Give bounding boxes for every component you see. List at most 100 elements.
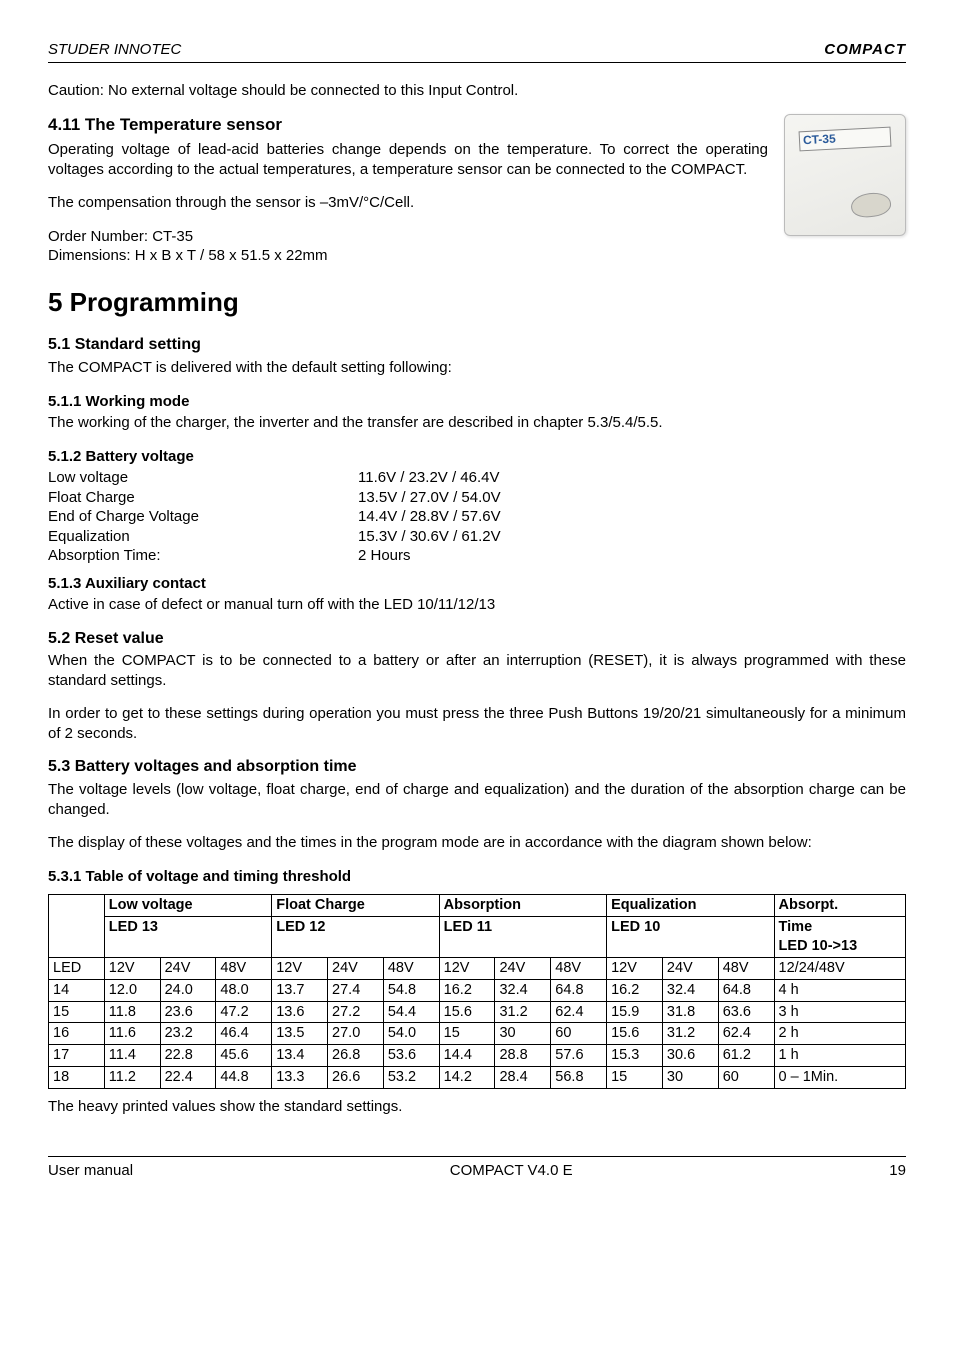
table-header: Low voltage — [104, 895, 271, 917]
table-cell: 24V — [662, 957, 718, 979]
table-note: The heavy printed values show the standa… — [48, 1097, 906, 1117]
table-cell: 24.0 — [160, 979, 216, 1001]
header-bar: STUDER INNOTEC COMPACT — [48, 40, 906, 63]
table-cell: 32.4 — [662, 979, 718, 1001]
caution-text: Caution: No external voltage should be c… — [48, 81, 906, 101]
table-cell: 32.4 — [495, 979, 551, 1001]
sensor-image: CT-35 — [784, 114, 906, 236]
table-cell: 27.0 — [328, 1023, 384, 1045]
table-cell: 11.4 — [104, 1045, 160, 1067]
table-cell: LED — [49, 957, 105, 979]
table-header: Absorption — [439, 895, 606, 917]
table-cell: 3 h — [774, 1001, 905, 1023]
table-cell: 54.8 — [383, 979, 439, 1001]
s411-p2: The compensation through the sensor is –… — [48, 193, 906, 213]
table-row: LED12V24V48V12V24V48V12V24V48V12V24V48V1… — [49, 957, 906, 979]
table-cell: 16.2 — [607, 979, 663, 1001]
heading-5-2: 5.2 Reset value — [48, 629, 906, 650]
table-cell: 11.8 — [104, 1001, 160, 1023]
table-cell: 64.8 — [718, 979, 774, 1001]
heading-5-1-3: 5.1.3 Auxiliary contact — [48, 574, 906, 594]
battery-voltage-key: Absorption Time: — [48, 546, 358, 566]
s53-p1: The voltage levels (low voltage, float c… — [48, 780, 906, 819]
table-row: 1611.623.246.413.527.054.015306015.631.2… — [49, 1023, 906, 1045]
table-cell: 28.4 — [495, 1067, 551, 1089]
table-cell: 26.8 — [328, 1045, 384, 1067]
table-cell: 64.8 — [551, 979, 607, 1001]
sensor-image-label: CT-35 — [799, 127, 892, 151]
table-cell: 57.6 — [551, 1045, 607, 1067]
battery-voltage-list: Low voltage11.6V / 23.2V / 46.4VFloat Ch… — [48, 468, 906, 566]
heading-5-1: 5.1 Standard setting — [48, 335, 906, 356]
table-cell: 62.4 — [551, 1001, 607, 1023]
table-cell: 13.6 — [272, 1001, 328, 1023]
table-cell: 15 — [439, 1023, 495, 1045]
table-cell: 12V — [607, 957, 663, 979]
heading-5-3-1: 5.3.1 Table of voltage and timing thresh… — [48, 867, 906, 887]
table-cell: 47.2 — [216, 1001, 272, 1023]
table-cell: 2 h — [774, 1023, 905, 1045]
s411-dim: Dimensions: H x B x T / 58 x 51.5 x 22mm — [48, 246, 906, 266]
table-cell: 63.6 — [718, 1001, 774, 1023]
table-row: 1711.422.845.613.426.853.614.428.857.615… — [49, 1045, 906, 1067]
table-cell: 14.4 — [439, 1045, 495, 1067]
table-cell: 60 — [551, 1023, 607, 1045]
heading-4-11: 4.11 The Temperature sensor — [48, 114, 906, 136]
table-cell: 30.6 — [662, 1045, 718, 1067]
table-cell: 31.2 — [662, 1023, 718, 1045]
s411-order: Order Number: CT-35 — [48, 227, 906, 247]
table-cell: 24V — [495, 957, 551, 979]
table-cell: 61.2 — [718, 1045, 774, 1067]
table-cell: 4 h — [774, 979, 905, 1001]
header-left: STUDER INNOTEC — [48, 40, 181, 60]
table-cell: 11.6 — [104, 1023, 160, 1045]
voltage-table: Low voltageFloat ChargeAbsorptionEqualiz… — [48, 894, 906, 1089]
table-cell: 22.8 — [160, 1045, 216, 1067]
table-cell: 56.8 — [551, 1067, 607, 1089]
battery-voltage-key: Low voltage — [48, 468, 358, 488]
table-cell: 24V — [328, 957, 384, 979]
table-cell: 15.6 — [439, 1001, 495, 1023]
battery-voltage-row: Low voltage11.6V / 23.2V / 46.4V — [48, 468, 906, 488]
heading-5-3: 5.3 Battery voltages and absorption time — [48, 757, 906, 778]
table-cell: 18 — [49, 1067, 105, 1089]
table-cell: 0 – 1Min. — [774, 1067, 905, 1089]
table-cell: 16 — [49, 1023, 105, 1045]
table-cell: 15.3 — [607, 1045, 663, 1067]
table-row: 1511.823.647.213.627.254.415.631.262.415… — [49, 1001, 906, 1023]
table-cell: 54.4 — [383, 1001, 439, 1023]
table-cell: 13.5 — [272, 1023, 328, 1045]
table-cell: 26.6 — [328, 1067, 384, 1089]
battery-voltage-row: Absorption Time:2 Hours — [48, 546, 906, 566]
table-cell: 12.0 — [104, 979, 160, 1001]
footer-right: 19 — [889, 1161, 906, 1181]
table-cell: 12V — [272, 957, 328, 979]
table-cell: 30 — [662, 1067, 718, 1089]
table-cell: 46.4 — [216, 1023, 272, 1045]
table-cell: 28.8 — [495, 1045, 551, 1067]
table-cell: 15.9 — [607, 1001, 663, 1023]
footer-center: COMPACT V4.0 E — [450, 1161, 573, 1181]
table-cell: 12V — [104, 957, 160, 979]
heading-5-1-1: 5.1.1 Working mode — [48, 392, 906, 412]
footer-bar: User manual COMPACT V4.0 E 19 — [48, 1156, 906, 1181]
table-row: 1811.222.444.813.326.653.214.228.456.815… — [49, 1067, 906, 1089]
table-cell: 54.0 — [383, 1023, 439, 1045]
table-cell: 15 — [607, 1067, 663, 1089]
table-cell: 31.2 — [495, 1001, 551, 1023]
table-cell: 48V — [551, 957, 607, 979]
table-cell: 12V — [439, 957, 495, 979]
table-cell: 44.8 — [216, 1067, 272, 1089]
table-header: Float Charge — [272, 895, 439, 917]
battery-voltage-key: End of Charge Voltage — [48, 507, 358, 527]
table-cell: 13.4 — [272, 1045, 328, 1067]
footer-left: User manual — [48, 1161, 133, 1181]
s513-p: Active in case of defect or manual turn … — [48, 595, 906, 615]
table-header: LED 10 — [607, 917, 774, 958]
battery-voltage-value: 15.3V / 30.6V / 61.2V — [358, 527, 501, 547]
sensor-image-blob — [850, 191, 893, 220]
table-cell: 48V — [718, 957, 774, 979]
table-cell: 62.4 — [718, 1023, 774, 1045]
table-cell: 23.6 — [160, 1001, 216, 1023]
table-cell: 12/24/48V — [774, 957, 905, 979]
